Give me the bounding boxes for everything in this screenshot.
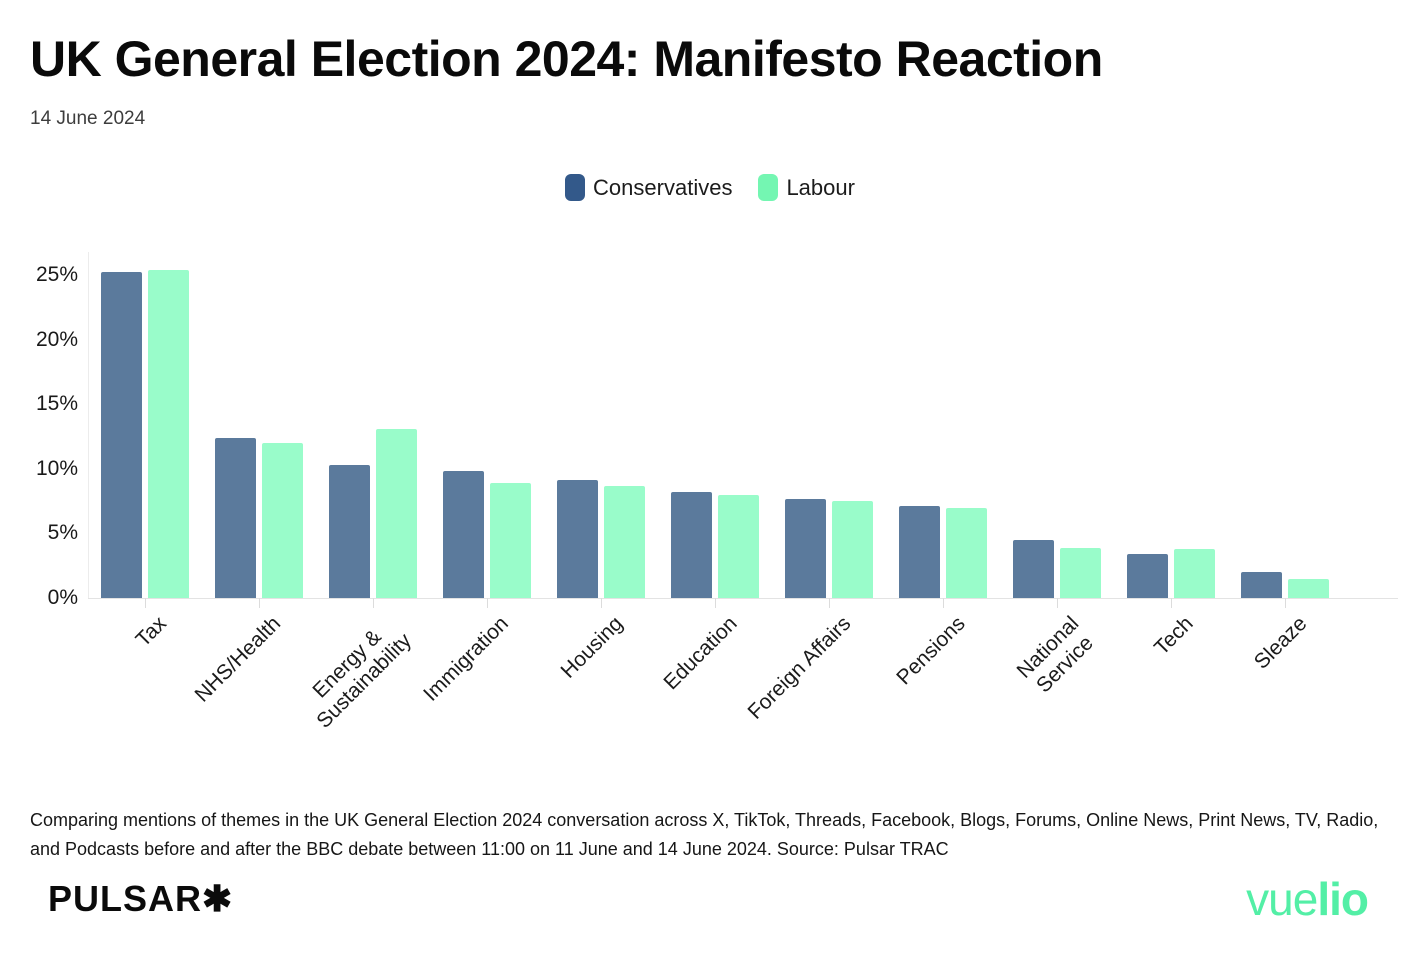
bar-group-tech <box>1114 0 1228 598</box>
bar-conservatives-housing <box>557 480 598 598</box>
chart-caption: Comparing mentions of themes in the UK G… <box>30 810 1379 859</box>
y-axis-tick-label: 25% <box>35 263 78 286</box>
bar-group-education <box>658 0 772 598</box>
x-axis-tick <box>486 598 488 608</box>
y-axis-tick-label: 10% <box>35 456 78 480</box>
bar-group-sleaze <box>1228 0 1342 598</box>
bar-labour-nhs-health <box>262 443 303 598</box>
x-axis-tick <box>1170 598 1172 608</box>
bar-labour-national-service <box>1060 547 1101 598</box>
y-axis-tick-label: 0% <box>47 586 78 609</box>
bar-group-pensions <box>886 0 1000 598</box>
x-axis-label-tax: Tax <box>131 612 172 652</box>
x-axis-tick <box>942 598 944 608</box>
x-axis-label-foreign-affairs: Foreign Affairs <box>743 612 856 724</box>
vuelio-logo: vuelio <box>1246 872 1369 926</box>
x-axis-label-national-service: National Service <box>1012 612 1098 698</box>
labour-swatch-icon <box>758 174 779 201</box>
conservatives-swatch-icon <box>565 174 586 201</box>
x-axis-label-immigration: Immigration <box>419 612 514 706</box>
vuelio-logo-bold: lio <box>1317 873 1369 925</box>
x-axis-label-housing: Housing <box>556 612 628 683</box>
bar-group-national-service <box>1000 0 1114 598</box>
page-title: UK General Election 2024: Manifesto Reac… <box>30 31 1103 87</box>
page-date: 14 June 2024 <box>30 108 146 129</box>
bar-conservatives-education <box>671 492 712 598</box>
vuelio-logo-light: vue <box>1246 873 1318 925</box>
bar-labour-immigration <box>490 483 531 598</box>
bar-labour-tech <box>1174 548 1215 598</box>
x-axis-label-nhs-health: NHS/Health <box>190 612 286 707</box>
x-axis-tick <box>600 598 602 608</box>
bar-labour-pensions <box>946 507 987 598</box>
legend-label: Labour <box>786 174 855 200</box>
bar-group-housing <box>544 0 658 598</box>
x-axis-label-pensions: Pensions <box>891 612 970 690</box>
bar-labour-sleaze <box>1288 578 1329 598</box>
bar-labour-foreign-affairs <box>832 501 873 598</box>
x-axis-tick <box>828 598 830 608</box>
bar-conservatives-national-service <box>1013 539 1054 598</box>
x-axis-label-sleaze: Sleaze <box>1249 612 1312 674</box>
bar-conservatives-sleaze <box>1241 572 1282 598</box>
bar-conservatives-immigration <box>443 471 484 598</box>
bar-conservatives-energy-sustainability <box>329 464 370 598</box>
x-axis-tick <box>1284 598 1286 608</box>
x-axis-label-education: Education <box>658 612 742 695</box>
legend-item-conservatives: Conservatives <box>565 174 732 201</box>
bar-conservatives-nhs-health <box>215 437 256 598</box>
legend-label: Conservatives <box>593 174 733 200</box>
x-axis-label-energy-sustainability: Energy & Sustainability <box>308 625 417 733</box>
y-axis-tick-label: 5% <box>47 521 78 545</box>
x-axis-label-tech: Tech <box>1149 612 1198 660</box>
x-axis-tick <box>1056 598 1058 608</box>
y-axis-tick-label: 20% <box>35 327 78 351</box>
bar-conservatives-tax <box>101 272 142 598</box>
bar-group-nhs-health <box>202 0 316 598</box>
bar-conservatives-foreign-affairs <box>785 498 826 598</box>
pulsar-logo: PULSAR✱ <box>48 878 234 919</box>
bar-conservatives-tech <box>1127 554 1168 598</box>
bar-group-tax <box>88 0 202 598</box>
y-axis-line <box>88 252 89 598</box>
bar-group-immigration <box>430 0 544 598</box>
x-axis-tick <box>372 598 374 608</box>
x-axis-tick <box>714 598 716 608</box>
bar-labour-education <box>718 494 759 598</box>
bar-group-foreign-affairs <box>772 0 886 598</box>
bar-labour-tax <box>148 269 189 598</box>
y-axis-tick-label: 15% <box>35 392 78 416</box>
bar-conservatives-pensions <box>899 506 940 598</box>
bar-labour-energy-sustainability <box>376 428 417 598</box>
bar-labour-housing <box>604 485 645 598</box>
bar-group-energy-sustainability <box>316 0 430 598</box>
legend-item-labour: Labour <box>758 174 855 201</box>
x-axis-tick <box>258 598 260 608</box>
x-axis-line <box>88 598 1398 599</box>
chart-legend: Conservatives Labour <box>0 174 1420 201</box>
x-axis-tick <box>144 598 146 608</box>
